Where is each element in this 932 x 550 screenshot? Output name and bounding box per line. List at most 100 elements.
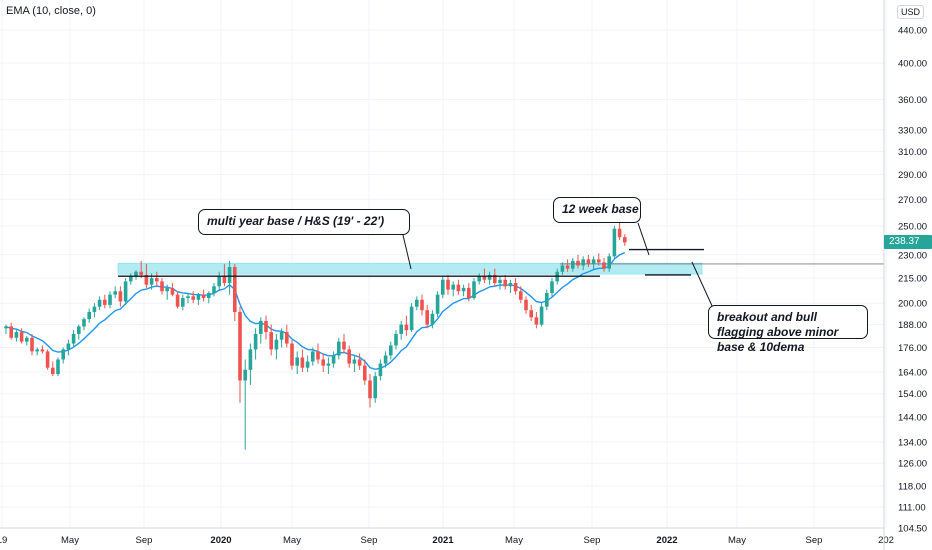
candle-body xyxy=(97,299,102,307)
candle-body xyxy=(248,349,253,370)
candle-body xyxy=(446,279,450,290)
candle-body xyxy=(472,281,476,299)
candle-body xyxy=(508,283,513,287)
candle-body xyxy=(623,237,627,243)
y-tick-label: 250.00 xyxy=(898,221,927,232)
candle-body xyxy=(363,365,367,381)
candle-body xyxy=(103,299,107,305)
candle-body xyxy=(617,228,622,238)
candle-body xyxy=(321,359,325,366)
candle-body xyxy=(253,333,258,350)
twelve-week-annotation[interactable]: 12 week base xyxy=(553,197,641,223)
x-tick-label: 202 xyxy=(878,535,894,546)
candle-body xyxy=(487,274,492,280)
candle-body xyxy=(534,317,539,325)
x-tick-label: Sep xyxy=(361,535,378,546)
candle-body xyxy=(383,355,388,364)
candle-body xyxy=(212,286,216,293)
annotation-lines xyxy=(118,222,884,309)
candle-body xyxy=(40,349,45,352)
candle-body xyxy=(30,337,34,352)
candle-body xyxy=(368,380,372,399)
candle-body xyxy=(129,276,133,282)
candle-body xyxy=(191,296,195,300)
indicator-legend: EMA (10, close, 0) xyxy=(6,5,96,17)
candle-body xyxy=(4,326,8,329)
candle-body xyxy=(290,343,294,366)
candle-body xyxy=(519,291,523,300)
candle-body xyxy=(571,260,575,269)
y-tick-label: 126.00 xyxy=(898,459,927,470)
candle-body xyxy=(279,332,284,340)
candle-body xyxy=(373,376,377,399)
candle-body xyxy=(524,299,528,311)
candle-body xyxy=(170,287,175,295)
candle-body xyxy=(389,345,393,356)
candle-body xyxy=(612,228,617,257)
candle-body xyxy=(435,294,440,314)
candle-body xyxy=(243,369,247,381)
candle-body xyxy=(201,294,206,299)
candle-body xyxy=(92,306,97,312)
candle-body xyxy=(87,311,91,320)
candle-body xyxy=(9,326,13,338)
candle-body xyxy=(227,267,232,284)
candle-body xyxy=(165,287,169,292)
candle-body xyxy=(238,311,242,381)
y-tick-label: 176.00 xyxy=(898,343,927,354)
candle-body xyxy=(347,349,351,364)
candle-body xyxy=(61,349,65,360)
candle-body xyxy=(35,349,39,352)
candle-body xyxy=(565,265,570,269)
candle-body xyxy=(186,296,190,299)
candle-body xyxy=(597,259,601,263)
candle-body xyxy=(217,276,221,287)
y-tick-label: 144.00 xyxy=(898,412,927,423)
candle-body xyxy=(404,324,409,331)
y-tick-label: 400.00 xyxy=(898,59,927,70)
candle-body xyxy=(326,363,331,366)
x-tick-label: May xyxy=(505,535,523,546)
candle-body xyxy=(560,265,565,272)
candle-body xyxy=(331,355,336,364)
candle-body xyxy=(108,294,112,305)
candle-body xyxy=(149,278,154,285)
y-tick-label: 200.00 xyxy=(898,299,927,310)
candle-body xyxy=(581,259,585,266)
candle-body xyxy=(576,260,580,266)
candle-body xyxy=(425,310,429,325)
candle-body xyxy=(295,357,299,366)
candle-body xyxy=(25,337,29,342)
candle-body xyxy=(409,306,414,331)
x-tick-label: May xyxy=(728,535,746,546)
candle-body xyxy=(461,287,466,292)
candle-body xyxy=(451,284,455,290)
candle-body xyxy=(415,299,419,307)
candle-body xyxy=(352,359,357,364)
candle-body xyxy=(441,279,445,295)
ema-line xyxy=(5,251,626,371)
candle-body xyxy=(430,313,435,325)
candle-body xyxy=(19,332,24,342)
candle-body xyxy=(71,333,76,344)
y-tick-label: 230.00 xyxy=(898,250,927,261)
candle-body xyxy=(45,351,50,368)
candles xyxy=(4,219,627,450)
base-annotation[interactable]: multi year base / H&S (19' - 22') xyxy=(198,209,410,235)
currency-label[interactable]: USD xyxy=(897,5,925,19)
candle-body xyxy=(337,341,341,356)
candle-body xyxy=(477,276,481,282)
ema-10-line xyxy=(5,251,626,371)
x-tick-label: Sep xyxy=(136,535,153,546)
callout-pointer xyxy=(402,234,412,270)
candle-body xyxy=(498,279,502,284)
candle-body xyxy=(181,298,185,307)
candle-body xyxy=(316,351,320,360)
x-tick-label: Sep xyxy=(584,535,601,546)
candle-body xyxy=(503,279,507,287)
candle-body xyxy=(134,271,138,277)
candle-body xyxy=(269,332,273,350)
breakout-annotation[interactable]: breakout and bull flagging above minor b… xyxy=(708,305,868,354)
